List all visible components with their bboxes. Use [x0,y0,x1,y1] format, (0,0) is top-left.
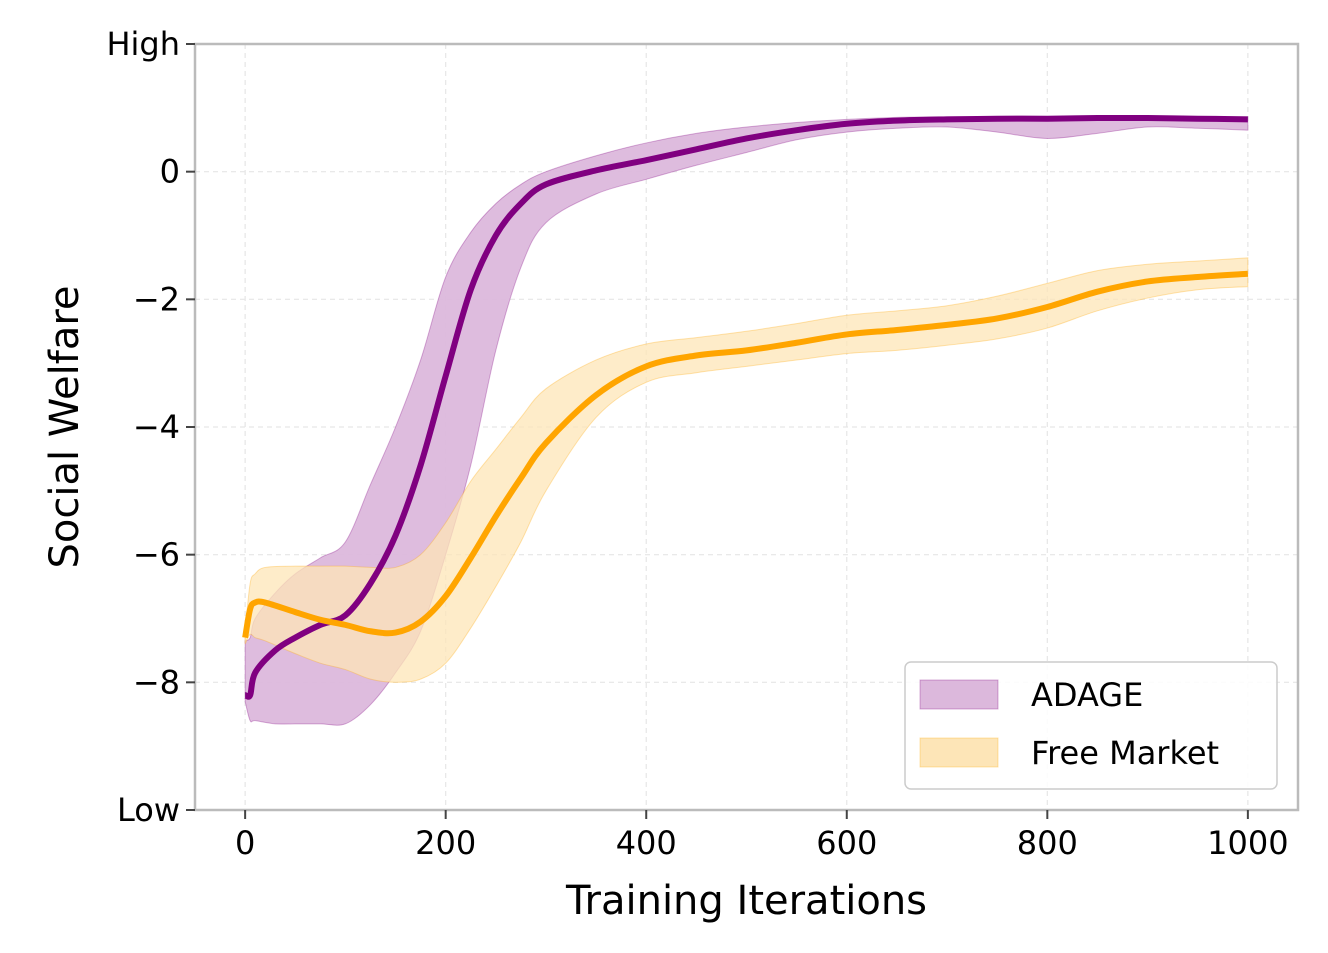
confidence-bands [244,115,1249,726]
legend-swatch-adage [919,679,999,710]
y-tick-label: −6 [133,536,180,574]
line-adage [243,114,1248,700]
y-tick-label: −4 [133,408,180,446]
y-tick-label: −8 [133,663,180,701]
axis-tick-labels: 0 200 400 600 800 1000 High 0 −2 −4 −6 −8 Low [106,25,1288,862]
axis-ticks [186,43,1249,819]
x-tick-label: 1000 [1207,824,1288,862]
x-tick-label: 400 [616,824,677,862]
x-tick-label: 0 [235,824,255,862]
x-tick-label: 200 [415,824,476,862]
legend-swatch-free-market [919,737,999,768]
series-lines [242,114,1249,700]
y-tick-label: High [106,25,180,63]
y-axis-title: Social Welfare [42,285,88,568]
y-tick-label: 0 [160,153,180,191]
y-tick-label: Low [117,791,180,829]
x-tick-label: 600 [816,824,877,862]
legend: ADAGE Free Market [904,661,1278,790]
x-tick-label: 800 [1017,824,1078,862]
legend-label-free-market: Free Market [1031,734,1219,772]
legend-label-adage: ADAGE [1031,676,1143,714]
y-tick-label: −2 [133,280,180,318]
x-axis-title: Training Iterations [565,878,927,924]
band-free-market [244,257,1249,683]
line-free-market [242,270,1249,639]
